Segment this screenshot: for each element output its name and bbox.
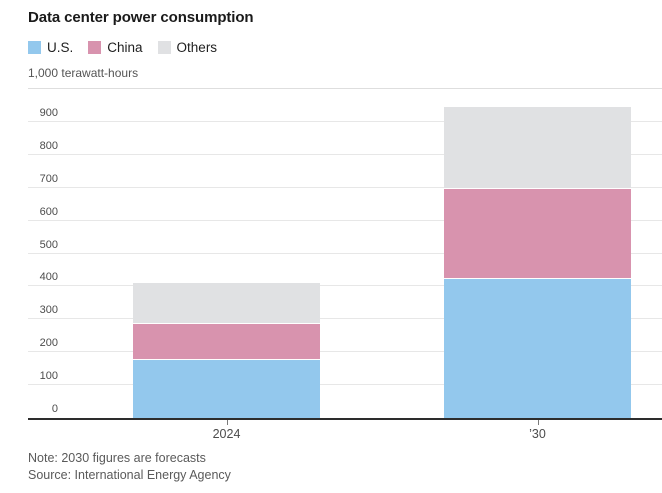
bar-segment-2024-china — [133, 323, 320, 359]
legend: U.S. China Others — [28, 39, 232, 56]
plot-area: 01002003004005006007008009002024’30 — [28, 88, 662, 420]
bar-segment-30-us — [444, 278, 631, 418]
footer: Note: 2030 figures are forecasts Source:… — [28, 450, 231, 484]
legend-swatch-icon — [88, 41, 101, 54]
ytick-label-100: 100 — [0, 370, 58, 382]
bar-segment-2024-others — [133, 283, 320, 322]
legend-label: China — [107, 40, 142, 55]
legend-swatch-icon — [158, 41, 171, 54]
xtick-1 — [538, 420, 539, 425]
ytick-label-200: 200 — [0, 337, 58, 349]
chart-card: Data center power consumption U.S. China O… — [0, 0, 662, 493]
note-text: Note: 2030 figures are forecasts — [28, 450, 231, 467]
legend-item-china: China — [88, 40, 142, 55]
xtick-label-0: 2024 — [187, 427, 267, 441]
chart-title: Data center power consumption — [28, 9, 253, 26]
bar-segment-30-others — [444, 107, 631, 188]
legend-swatch-icon — [28, 41, 41, 54]
legend-label: U.S. — [47, 40, 73, 55]
source-text: Source: International Energy Agency — [28, 467, 231, 484]
legend-label: Others — [177, 40, 218, 55]
ytick-label-300: 300 — [0, 304, 58, 316]
ytick-label-500: 500 — [0, 239, 58, 251]
y-axis-unit-label: 1,000 terawatt-hours — [28, 66, 138, 80]
ytick-label-600: 600 — [0, 206, 58, 218]
legend-item-others: Others — [158, 40, 218, 55]
bar-segment-30-china — [444, 188, 631, 278]
ytick-label-900: 900 — [0, 107, 58, 119]
ytick-label-0: 0 — [0, 403, 58, 415]
legend-item-us: U.S. — [28, 40, 73, 55]
ytick-label-700: 700 — [0, 173, 58, 185]
ytick-label-800: 800 — [0, 140, 58, 152]
xtick-label-1: ’30 — [498, 427, 578, 441]
bar-segment-2024-us — [133, 359, 320, 418]
xtick-0 — [227, 420, 228, 425]
ytick-label-400: 400 — [0, 271, 58, 283]
